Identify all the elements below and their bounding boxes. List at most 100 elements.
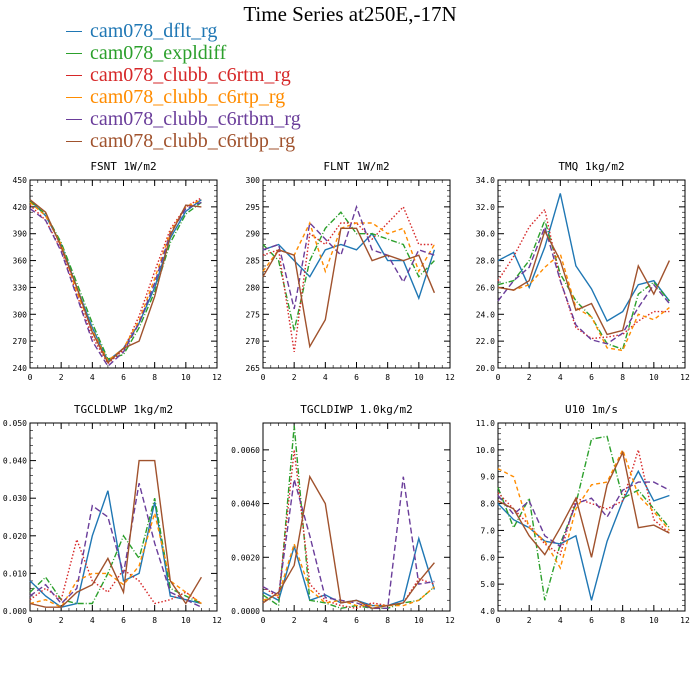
x-tick-label: 6	[589, 373, 594, 382]
y-tick-label: 4.0	[481, 607, 496, 616]
y-tick-label: 0.0060	[231, 446, 260, 455]
x-tick-label: 6	[354, 373, 359, 382]
y-tick-label: 28.0	[476, 257, 495, 266]
y-tick-label: 420	[13, 203, 28, 212]
y-tick-label: 0.0000	[231, 607, 260, 616]
series-line	[262, 204, 435, 310]
x-tick-label: 12	[212, 616, 222, 625]
series-line	[497, 252, 670, 352]
y-tick-label: 360	[13, 257, 28, 266]
x-tick-label: 2	[292, 373, 297, 382]
x-tick-label: 0	[28, 616, 33, 625]
legend-label: cam078_clubb_c6rtp_rg	[90, 86, 286, 108]
y-tick-label: 0.010	[3, 569, 27, 578]
y-tick-label: 32.0	[476, 203, 495, 212]
y-tick-label: 300	[246, 176, 261, 185]
series-line	[497, 193, 670, 322]
y-tick-label: 285	[246, 257, 261, 266]
x-tick-label: 8	[152, 373, 157, 382]
x-tick-label: 8	[385, 373, 390, 382]
x-tick-label: 0	[261, 373, 266, 382]
series-line	[262, 425, 435, 610]
series-line	[497, 450, 670, 558]
y-tick-label: 26.0	[476, 283, 495, 292]
x-tick-label: 8	[152, 616, 157, 625]
y-tick-label: 9.0	[481, 473, 496, 482]
y-tick-label: 300	[13, 310, 28, 319]
y-tick-label: 24.0	[476, 310, 495, 319]
x-tick-label: 12	[680, 373, 690, 382]
y-tick-label: 5.0	[481, 580, 496, 589]
legend-item: cam078_dflt_rg	[66, 20, 466, 42]
y-tick-label: 0.020	[3, 532, 27, 541]
series-line	[29, 498, 202, 605]
chart-panel: FLNT 1W/m2 0 2 4 6 8 10 12 265 270 275 280 285 290 295…	[246, 160, 455, 382]
y-tick-label: 22.0	[476, 337, 495, 346]
legend-item: cam078_clubb_c6rtbm_rg	[66, 108, 466, 130]
plot-frame	[497, 179, 686, 369]
series-line	[29, 201, 202, 368]
x-tick-label: 2	[292, 616, 297, 625]
legend-swatch	[66, 97, 82, 98]
legend-swatch	[66, 31, 82, 32]
page-title: Time Series at250E,-17N	[243, 2, 457, 26]
series-line	[29, 197, 202, 365]
series-line	[497, 469, 670, 601]
x-tick-label: 0	[496, 616, 501, 625]
x-tick-label: 4	[90, 373, 95, 382]
x-tick-label: 4	[323, 373, 328, 382]
y-tick-label: 290	[246, 230, 261, 239]
y-tick-label: 275	[246, 310, 261, 319]
x-tick-label: 10	[649, 373, 659, 382]
series-line	[29, 483, 202, 608]
x-tick-label: 12	[212, 373, 222, 382]
series-line	[497, 448, 670, 570]
x-tick-label: 10	[649, 616, 659, 625]
chart-title: FSNT 1W/m2	[90, 160, 156, 173]
legend-label: cam078_dflt_rg	[90, 20, 218, 42]
series-line	[262, 449, 435, 610]
series-line	[29, 199, 202, 362]
legend-label: cam078_clubb_c6rtbm_rg	[90, 108, 301, 130]
x-tick-label: 6	[121, 616, 126, 625]
y-tick-label: 8.0	[481, 500, 496, 509]
x-tick-label: 0	[28, 373, 33, 382]
legend-item: cam078_clubb_c6rtbp_rg	[66, 130, 466, 152]
legend-item: cam078_clubb_c6rtp_rg	[66, 86, 466, 108]
chart-panel: FSNT 1W/m2 0 2 4 6 8 10 12 240 270 300 330 360 390 420…	[13, 160, 222, 382]
x-tick-label: 4	[90, 616, 95, 625]
legend-label: cam078_clubb_c6rtbp_rg	[90, 130, 296, 152]
x-tick-label: 6	[354, 616, 359, 625]
y-tick-label: 7.0	[481, 526, 496, 535]
series-line	[29, 459, 203, 608]
chart-panel: TMQ 1kg/m2 0 2 4 6 8 10 12 20.0 22.0 24.0 26.0 28.0 3…	[476, 160, 690, 382]
series-line	[497, 224, 670, 345]
x-tick-label: 2	[527, 373, 532, 382]
y-tick-label: 0.0020	[231, 553, 260, 562]
x-tick-label: 10	[181, 373, 191, 382]
legend-swatch	[66, 75, 82, 76]
x-tick-label: 4	[558, 373, 563, 382]
y-tick-label: 270	[13, 337, 28, 346]
legend-item: cam078_clubb_c6rtm_rg	[66, 64, 466, 86]
series-line	[262, 221, 436, 274]
y-tick-label: 295	[246, 203, 261, 212]
legend-swatch	[66, 119, 82, 120]
legend-label: cam078_expldiff	[90, 42, 227, 64]
series-line	[262, 474, 435, 610]
series-line	[497, 229, 671, 336]
x-tick-label: 12	[445, 373, 455, 382]
series-line	[497, 435, 670, 601]
chart-title: TGCLDLWP 1kg/m2	[74, 403, 173, 416]
series-line	[262, 227, 436, 349]
legend-swatch	[66, 53, 82, 54]
x-tick-label: 4	[323, 616, 328, 625]
x-tick-label: 8	[620, 373, 625, 382]
y-tick-label: 10.0	[476, 446, 495, 455]
y-tick-label: 34.0	[476, 176, 495, 185]
series-line	[29, 537, 202, 605]
plot-frame	[29, 422, 218, 612]
x-tick-label: 10	[414, 616, 424, 625]
legend: cam078_dflt_rg cam078_expldiff cam078_club…	[66, 20, 466, 152]
